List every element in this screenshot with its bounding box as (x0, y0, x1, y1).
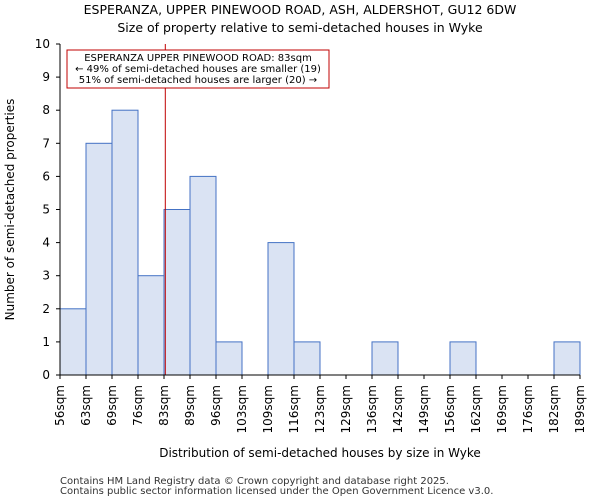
bar-96sqm (215, 341, 243, 376)
annotation-line-3: 51% of semi-detached houses are larger (… (79, 75, 317, 86)
x-tick-label-103sqm: 103sqm (235, 385, 249, 433)
bar-83sqm (163, 209, 191, 376)
bar-116sqm (293, 341, 321, 376)
y-tick-label: 6 (42, 169, 50, 183)
y-tick-label: 2 (42, 302, 50, 316)
bar-156sqm (449, 341, 477, 376)
bar-69sqm (111, 109, 139, 376)
bar-56sqm (59, 308, 87, 376)
annotation-line-1: ESPERANZA UPPER PINEWOOD ROAD: 83sqm (84, 53, 312, 64)
x-tick-label-56sqm: 56sqm (53, 385, 67, 426)
chart-subtitle: Size of property relative to semi-detach… (117, 20, 483, 35)
bar-63sqm (85, 142, 113, 376)
x-tick-label-123sqm: 123sqm (313, 385, 327, 433)
y-tick-label: 5 (42, 203, 50, 217)
annotation-group: ESPERANZA UPPER PINEWOOD ROAD: 83sqm← 49… (66, 49, 330, 89)
x-tick-label-116sqm: 116sqm (287, 385, 301, 433)
chart-title: ESPERANZA, UPPER PINEWOOD ROAD, ASH, ALD… (83, 2, 517, 17)
y-tick-label: 1 (42, 335, 50, 349)
x-tick-label-169sqm: 169sqm (495, 385, 509, 433)
y-tick-label: 0 (42, 368, 50, 382)
x-tick-label-83sqm: 83sqm (157, 385, 171, 426)
x-tick-label-136sqm: 136sqm (365, 385, 379, 433)
x-tick-label-142sqm: 142sqm (391, 385, 405, 433)
y-tick-label: 4 (42, 236, 50, 250)
bar-182sqm (553, 341, 581, 376)
bar-76sqm (137, 275, 165, 376)
footer-line-1: Contains HM Land Registry data © Crown c… (60, 476, 449, 487)
x-tick-label-156sqm: 156sqm (443, 385, 457, 433)
bars-group (59, 109, 581, 376)
bar-109sqm (267, 242, 295, 376)
bar-136sqm (371, 341, 399, 376)
x-tick-label-109sqm: 109sqm (261, 385, 275, 433)
bar-89sqm (189, 175, 217, 376)
x-tick-label-176sqm: 176sqm (521, 385, 535, 433)
x-tick-label-89sqm: 89sqm (183, 385, 197, 426)
y-tick-label: 8 (42, 103, 50, 117)
y-tick-label: 10 (35, 37, 50, 51)
x-tick-label-182sqm: 182sqm (547, 385, 561, 433)
y-tick-label: 9 (42, 70, 50, 84)
annotation-box (66, 49, 330, 89)
x-tick-label-76sqm: 76sqm (131, 385, 145, 426)
y-axis-title: Number of semi-detached properties (3, 99, 17, 321)
x-tick-label-96sqm: 96sqm (209, 385, 223, 426)
x-tick-label-149sqm: 149sqm (417, 385, 431, 433)
x-tick-label-69sqm: 69sqm (105, 385, 119, 426)
axes-group: 0 1 2 3 4 5 6 7 8 9 10 56sqm 63sqm 69sqm 76sqm 83sqm 89s… (3, 37, 587, 460)
x-tick-label-189sqm: 189sqm (573, 385, 587, 433)
footer-line-2: Contains public sector information licen… (60, 486, 494, 497)
y-tick-label: 7 (42, 136, 50, 150)
x-tick-label-129sqm: 129sqm (339, 385, 353, 433)
annotation-line-2: ← 49% of semi-detached houses are smalle… (75, 64, 321, 75)
y-tick-label: 3 (42, 269, 50, 283)
x-tick-label-162sqm: 162sqm (469, 385, 483, 433)
x-axis-title: Distribution of semi-detached houses by … (159, 446, 481, 460)
x-tick-label-63sqm: 63sqm (79, 385, 93, 426)
